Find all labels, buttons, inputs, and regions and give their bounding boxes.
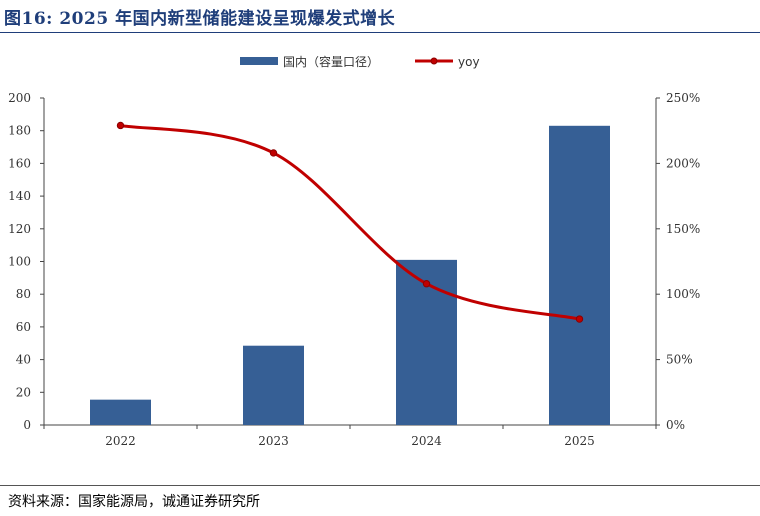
y-tick-label-right: 150% <box>666 222 700 236</box>
bar <box>549 125 610 426</box>
y-tick-label-left: 100 <box>8 255 31 269</box>
y-tick-label-right: 50% <box>666 353 693 367</box>
yoy-line <box>116 121 584 323</box>
title-rule <box>0 32 760 33</box>
y-tick-label-left: 200 <box>8 91 31 105</box>
y-tick-label-left: 180 <box>8 124 31 138</box>
yoy-line-path <box>120 123 580 321</box>
yoy-point <box>575 315 584 323</box>
figure-title: 图16: 2025 年国内新型储能建设呈现爆发式增长 <box>4 9 396 29</box>
yoy-point <box>269 149 278 157</box>
bars <box>90 125 610 426</box>
y-tick-label-right: 200% <box>666 156 700 170</box>
x-tick-label: 2022 <box>105 434 136 448</box>
footer-rule <box>0 485 760 486</box>
bar <box>243 345 304 425</box>
legend: 国内（容量口径） yoy <box>240 54 480 69</box>
x-tick-label: 2024 <box>411 434 442 448</box>
y-tick-label-left: 120 <box>8 222 31 236</box>
y-tick-label-left: 40 <box>16 353 31 367</box>
legend-bar-swatch <box>240 57 278 65</box>
source-note: 资料来源：国家能源局，诚通证券研究所 <box>8 494 260 510</box>
tick-labels: 0 20 40 60 80 100 120 140 160 180 200 0% 50% 100% 150%… <box>8 91 700 448</box>
y-tick-label-left: 80 <box>16 287 31 301</box>
legend-line-label: yoy <box>458 55 480 69</box>
y-tick-label-left: 60 <box>16 320 31 334</box>
legend-line-marker <box>430 57 438 65</box>
y-tick-label-left: 160 <box>8 156 31 170</box>
y-tick-label-right: 0% <box>666 418 685 432</box>
y-tick-label-left: 20 <box>16 385 31 399</box>
chart: 国内（容量口径） yoy 0 20 40 60 80 100 120 140 160 180 200… <box>8 54 700 448</box>
x-tick-label: 2025 <box>564 434 595 448</box>
yoy-point <box>422 280 431 288</box>
y-tick-label-right: 100% <box>666 287 700 301</box>
yoy-point <box>116 121 125 130</box>
y-tick-label-right: 250% <box>666 91 700 105</box>
y-tick-label-left: 0 <box>23 418 31 432</box>
y-tick-label-left: 140 <box>8 189 31 203</box>
legend-bar-label: 国内（容量口径） <box>283 54 379 69</box>
bar <box>90 399 151 425</box>
x-tick-label: 2023 <box>258 434 289 448</box>
